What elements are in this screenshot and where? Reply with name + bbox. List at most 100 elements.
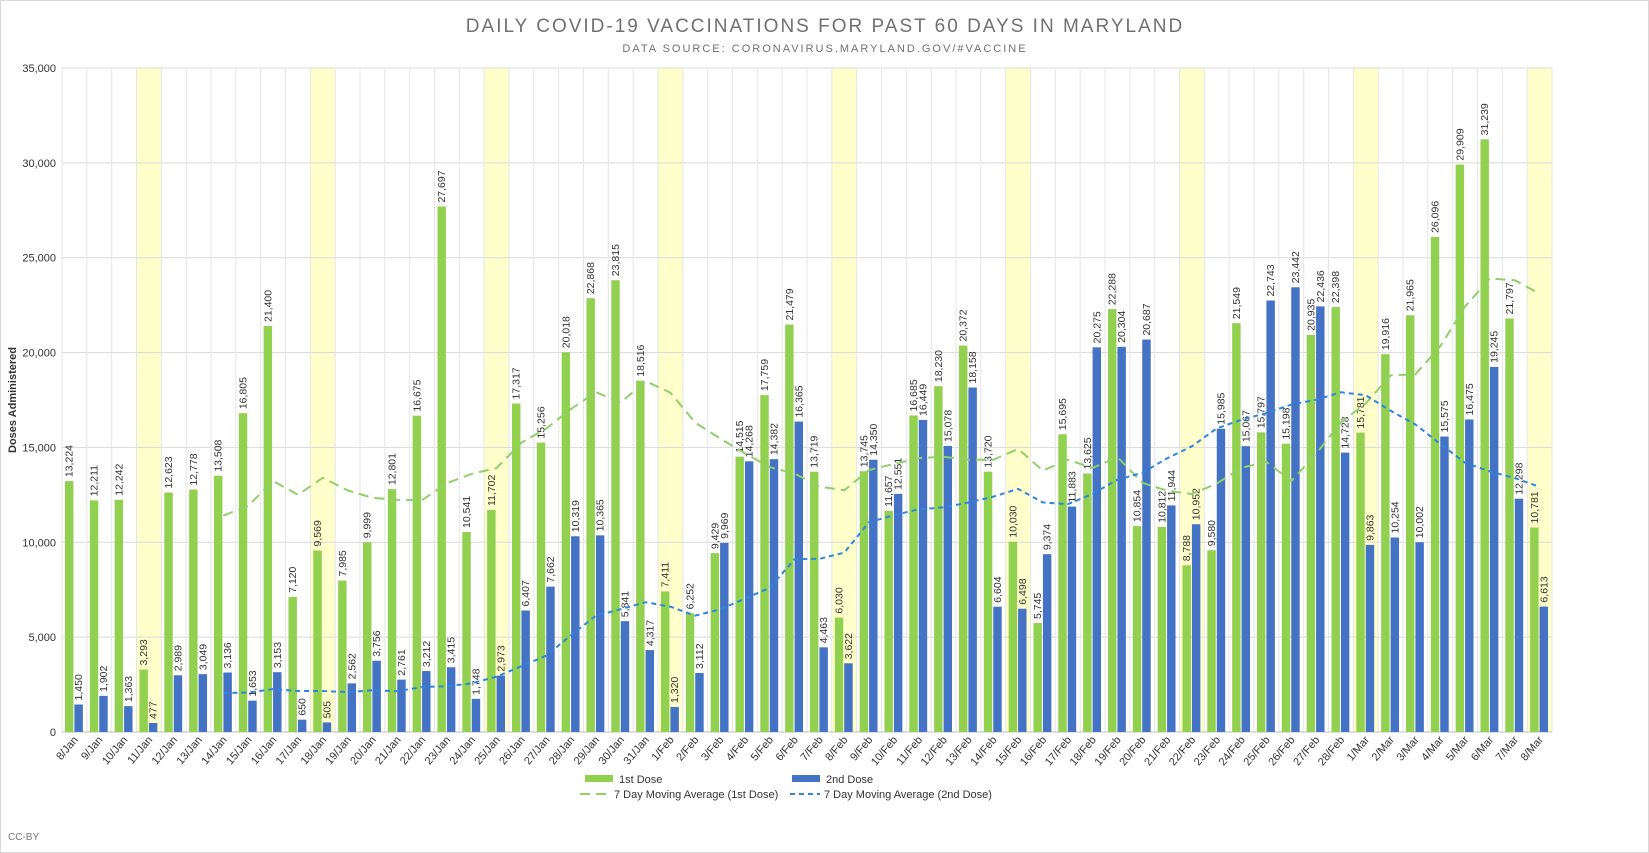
- data-label: 21,965: [1405, 279, 1417, 311]
- bar: [660, 591, 670, 732]
- data-label: 22,743: [1265, 264, 1277, 296]
- bar: [809, 471, 819, 732]
- bar: [213, 475, 223, 732]
- data-label: 21,400: [262, 290, 274, 322]
- bar: [347, 683, 357, 732]
- data-label: 14,268: [744, 425, 756, 457]
- data-label: 477: [148, 701, 160, 719]
- data-label: 13,625: [1082, 437, 1094, 469]
- bar: [263, 326, 273, 732]
- bar: [595, 535, 605, 732]
- data-label: 13,508: [213, 439, 225, 471]
- data-label: 14,350: [868, 423, 880, 455]
- bar: [412, 415, 422, 732]
- data-label: 10,854: [1132, 490, 1144, 522]
- bar: [1132, 526, 1142, 732]
- data-label: 10,812: [1156, 491, 1168, 523]
- data-label: 21,797: [1504, 282, 1516, 314]
- bar: [958, 345, 968, 732]
- data-label: 12,778: [188, 453, 200, 485]
- bar: [189, 489, 198, 732]
- data-label: 3,153: [272, 642, 284, 668]
- bar: [1381, 354, 1390, 732]
- bar: [636, 380, 645, 732]
- data-label: 15,078: [942, 410, 954, 442]
- data-label: 12,623: [163, 456, 175, 488]
- data-label: 15,985: [1215, 392, 1227, 424]
- moving-average-line: [223, 277, 1541, 517]
- bar: [1157, 526, 1167, 732]
- bar: [1167, 505, 1176, 732]
- data-label: 6,030: [834, 587, 846, 613]
- data-label: 14,382: [768, 423, 780, 455]
- data-label: 9,569: [312, 520, 324, 546]
- y-tick-label: 30,000: [22, 158, 56, 170]
- data-label: 15,067: [1240, 410, 1252, 442]
- data-label: 22,288: [1107, 273, 1119, 305]
- data-label: 3,212: [421, 641, 433, 667]
- data-label: 16,475: [1464, 383, 1476, 415]
- data-label: 9,580: [1206, 520, 1218, 546]
- bar: [611, 280, 620, 732]
- data-label: 15,198: [1281, 407, 1293, 439]
- bar: [1117, 346, 1126, 732]
- bar: [471, 698, 481, 732]
- data-label: 14,728: [1340, 416, 1352, 448]
- data-label: 13,745: [858, 435, 870, 467]
- chart-title: DAILY COVID-19 VACCINATIONS FOR PAST 60 …: [466, 16, 1184, 37]
- bar: [1266, 300, 1275, 732]
- data-label: 10,781: [1529, 491, 1541, 523]
- data-label: 20,687: [1141, 303, 1153, 335]
- data-label: 2,973: [495, 645, 507, 671]
- data-label: 18,230: [933, 350, 945, 382]
- bar: [521, 610, 530, 732]
- y-axis-label: Doses Administered: [7, 347, 19, 453]
- legend-label: 1st Dose: [619, 774, 662, 786]
- data-label: 9,969: [719, 512, 731, 538]
- data-label: 14,515: [734, 420, 746, 452]
- data-label: 22,436: [1315, 270, 1327, 302]
- bar: [1356, 432, 1365, 732]
- data-label: 22,398: [1330, 271, 1342, 303]
- highlight-column: [136, 68, 162, 732]
- bar: [794, 421, 804, 732]
- bar: [1405, 315, 1415, 732]
- bar: [362, 542, 372, 732]
- data-label: 16,365: [793, 385, 805, 417]
- bar: [462, 532, 471, 732]
- bar: [1042, 554, 1052, 732]
- bar: [1365, 544, 1375, 732]
- bar: [248, 700, 257, 732]
- bar: [64, 481, 74, 732]
- data-label: 31,239: [1479, 103, 1491, 135]
- y-tick-label: 5,000: [28, 632, 56, 644]
- bar: [1058, 434, 1067, 732]
- data-label: 16,685: [908, 379, 920, 411]
- y-tick-label: 0: [50, 727, 56, 739]
- data-label: 6,407: [520, 580, 532, 606]
- data-label: 21,479: [784, 288, 796, 320]
- bar: [1142, 339, 1151, 732]
- data-label: 10,002: [1414, 506, 1426, 538]
- data-label: 11,883: [1066, 471, 1078, 502]
- bar: [645, 650, 655, 732]
- bar: [1505, 318, 1514, 732]
- data-label: 8,788: [1181, 535, 1193, 561]
- data-label: 3,112: [694, 643, 706, 669]
- bar: [1107, 309, 1117, 732]
- bar: [288, 596, 297, 732]
- bar: [993, 606, 1002, 732]
- y-tick-label: 15,000: [22, 442, 56, 454]
- bar: [1489, 366, 1499, 732]
- bar: [387, 489, 397, 732]
- bar: [968, 387, 977, 732]
- bar: [338, 580, 347, 732]
- data-label: 20,275: [1091, 311, 1103, 343]
- y-tick-label: 35,000: [22, 63, 56, 75]
- credit: CC-BY: [8, 832, 39, 843]
- bar: [1018, 608, 1027, 732]
- data-label: 12,242: [113, 463, 125, 495]
- data-label: 20,372: [958, 309, 970, 341]
- data-label: 10,365: [595, 499, 607, 531]
